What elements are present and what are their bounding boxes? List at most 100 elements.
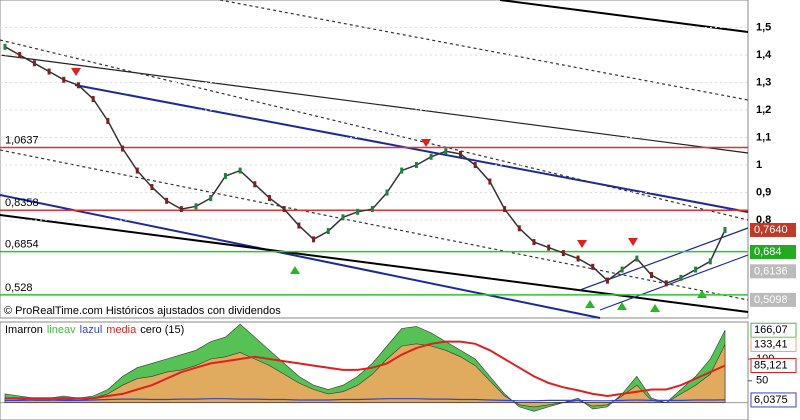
price-point xyxy=(326,228,330,235)
signal-arrows xyxy=(71,68,707,312)
legend-entry: media xyxy=(106,324,137,336)
price-point xyxy=(473,162,477,169)
buy-arrow xyxy=(697,290,707,298)
price-point xyxy=(723,226,727,233)
price-point xyxy=(679,274,683,281)
legend-entry: Imarron xyxy=(5,324,43,336)
price-point xyxy=(517,225,521,232)
y-tick-label: 1,2 xyxy=(756,104,771,116)
price-panel xyxy=(0,0,749,319)
price-point xyxy=(3,43,7,50)
price-point xyxy=(253,181,257,188)
price-point xyxy=(400,167,404,174)
price-point xyxy=(694,266,698,273)
y-tick-label: 1 xyxy=(756,159,762,171)
price-point xyxy=(664,280,668,287)
legend-entry: lineav xyxy=(47,324,76,336)
price-point xyxy=(429,153,433,160)
trend-line xyxy=(0,39,749,221)
indicator-line xyxy=(5,340,726,400)
price-line xyxy=(4,46,726,285)
price-point xyxy=(238,167,242,174)
watermark: © ProRealTime.com Históricos ajustados c… xyxy=(4,305,281,317)
price-point xyxy=(47,68,51,75)
price-point xyxy=(312,236,316,243)
price-point xyxy=(547,244,551,251)
price-point xyxy=(194,203,198,210)
price-point xyxy=(605,277,609,284)
price-point xyxy=(591,263,595,270)
price-point xyxy=(297,222,301,229)
level-label: 1,0637 xyxy=(5,134,39,146)
sell-arrow xyxy=(577,240,587,248)
sell-arrow xyxy=(71,68,81,76)
buy-arrow xyxy=(290,266,300,274)
trend-line xyxy=(0,54,749,154)
price-tag-label: 0,6136 xyxy=(754,265,788,277)
trend-line xyxy=(599,254,749,311)
price-point xyxy=(503,206,507,213)
price-point xyxy=(135,167,139,174)
last-value-tag xyxy=(750,358,797,374)
last-value-label: 133,41 xyxy=(754,338,788,350)
price-point xyxy=(106,118,110,125)
price-point xyxy=(576,255,580,262)
price-point xyxy=(635,255,639,262)
buy-arrow xyxy=(650,304,660,312)
y-tick-label: 1,3 xyxy=(756,76,771,88)
price-point xyxy=(356,208,360,215)
y-tick-label: 1,1 xyxy=(756,131,771,143)
sell-arrow xyxy=(628,238,638,246)
y-tick-label: 50 xyxy=(756,375,768,387)
price-point xyxy=(223,173,227,180)
trend-lines xyxy=(0,0,749,319)
last-value-label: 166,07 xyxy=(754,324,788,336)
y-tick-label: 0,9 xyxy=(756,186,771,198)
price-point xyxy=(532,239,536,246)
price-point xyxy=(76,82,80,89)
price-point xyxy=(32,60,36,67)
price-point xyxy=(267,195,271,202)
price-point xyxy=(414,162,418,169)
trend-line xyxy=(0,149,749,301)
price-point xyxy=(459,151,463,158)
legend-entry: lazul xyxy=(80,324,103,336)
price-point xyxy=(561,250,565,257)
trend-line xyxy=(499,0,749,33)
price-point xyxy=(708,258,712,265)
price-point xyxy=(209,195,213,202)
price-point xyxy=(91,96,95,103)
trend-line xyxy=(0,214,749,313)
price-point xyxy=(179,206,183,213)
price-tag-label: 0,5098 xyxy=(754,294,788,306)
price-tag xyxy=(750,222,796,237)
price-point xyxy=(385,189,389,196)
price-point xyxy=(444,148,448,155)
level-label: 0,528 xyxy=(5,282,33,294)
price-point xyxy=(488,178,492,185)
price-point xyxy=(62,76,66,83)
price-tag-label: 0,7640 xyxy=(754,224,788,236)
price-point xyxy=(282,206,286,213)
sell-arrow xyxy=(421,139,431,147)
buy-arrow xyxy=(585,300,595,308)
price-point xyxy=(18,52,22,59)
price-tag xyxy=(750,244,796,259)
y-tick-label: 1,4 xyxy=(756,49,772,61)
price-point xyxy=(650,272,654,279)
level-label: 0,8358 xyxy=(5,197,39,209)
last-value-tag xyxy=(750,336,797,352)
price-point xyxy=(150,184,154,191)
level-label: 0,6854 xyxy=(5,239,39,251)
legend-suffix: cero (15) xyxy=(140,324,184,336)
trend-line xyxy=(0,194,601,319)
buy-arrow xyxy=(617,302,627,310)
price-tag xyxy=(750,264,796,279)
last-value-tag xyxy=(750,392,797,408)
price-point xyxy=(620,266,624,273)
price-point xyxy=(121,145,125,152)
price-tag-label: 0,684 xyxy=(754,246,782,258)
price-point xyxy=(165,197,169,204)
indicator-line xyxy=(5,398,726,402)
